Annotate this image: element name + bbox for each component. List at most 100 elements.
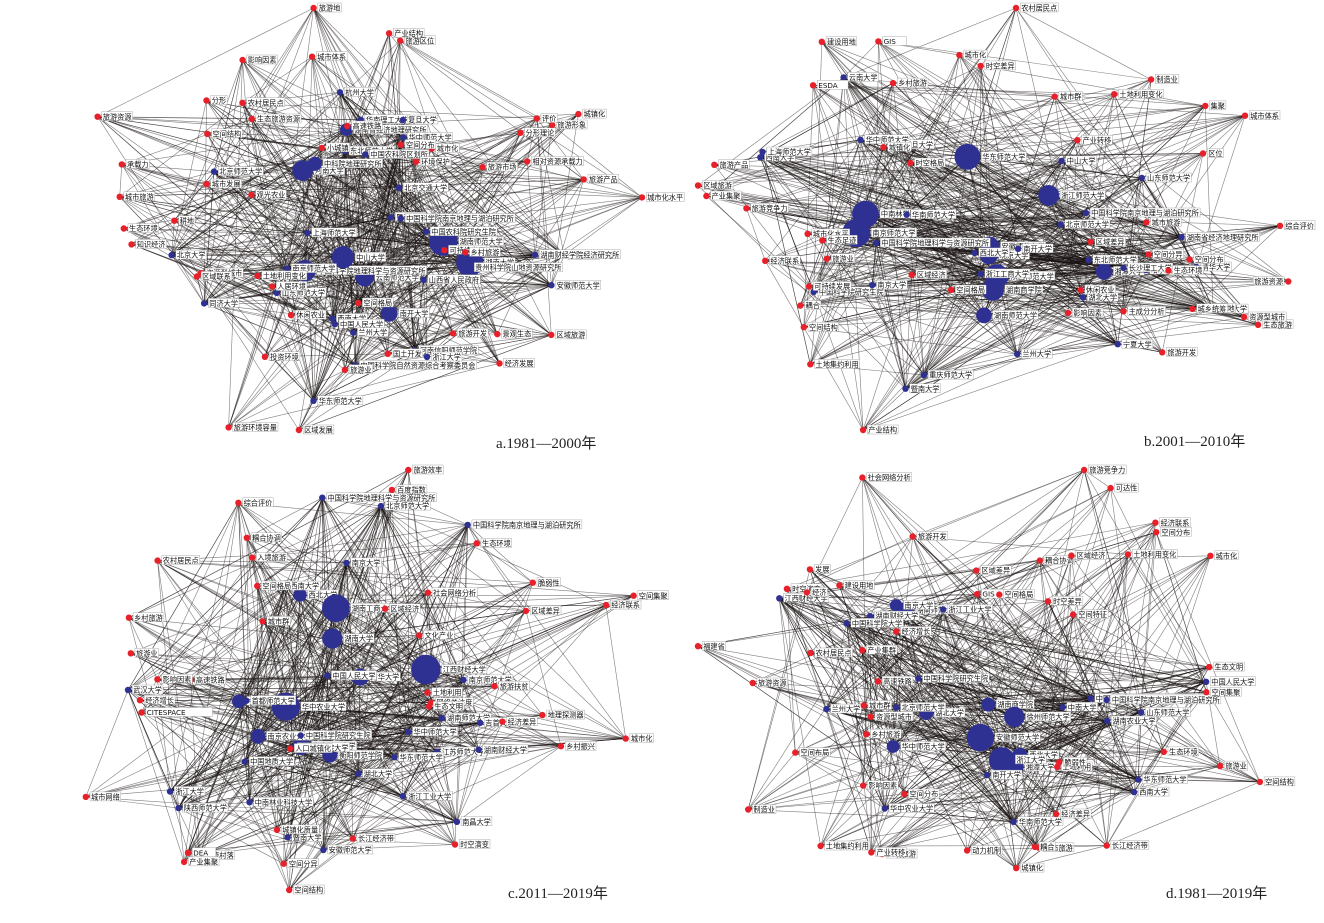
svg-text:空间分布: 空间分布 — [1161, 528, 1190, 537]
svg-text:浙江大学: 浙江大学 — [175, 787, 204, 796]
network-edge — [256, 585, 395, 758]
institution-node — [336, 89, 344, 96]
network-edge — [862, 311, 1124, 431]
institution-node — [1202, 678, 1210, 685]
institution-node — [920, 371, 928, 379]
svg-text:南华大学: 南华大学 — [371, 673, 400, 682]
network-edge — [747, 592, 808, 810]
keyword-node — [1199, 150, 1207, 157]
institution-label: 南京大学 — [350, 557, 382, 568]
svg-text:长江经济带: 长江经济带 — [1112, 841, 1148, 850]
svg-text:时空演变: 时空演变 — [460, 840, 489, 849]
keyword-node — [956, 51, 963, 59]
network-edge — [706, 195, 810, 287]
network-edge — [865, 7, 1017, 215]
svg-text:旅游业: 旅游业 — [350, 365, 372, 374]
network-edge — [747, 569, 811, 810]
svg-text:区域旅游: 区域旅游 — [557, 331, 586, 340]
network-edge — [425, 118, 538, 232]
svg-text:旅游环境容量: 旅游环境容量 — [234, 423, 277, 432]
network-edge — [157, 560, 533, 583]
keyword-label: 时空差异 — [984, 60, 1016, 71]
network-edge — [762, 82, 894, 153]
keyword-label: 城市旅游 — [123, 191, 155, 201]
network-edge — [803, 232, 857, 328]
svg-text:湖南师范大学: 湖南师范大学 — [994, 311, 1037, 320]
keyword-node — [1186, 256, 1193, 263]
keyword-node — [1256, 778, 1264, 786]
network-edge — [206, 150, 345, 185]
institution-node — [983, 771, 991, 779]
panel-caption-c: c.2011—2019年 — [508, 886, 608, 902]
network-edge — [795, 605, 897, 753]
network-edge — [196, 276, 356, 366]
svg-text:中国科学院研究生院: 中国科学院研究生院 — [924, 674, 989, 683]
network-edge — [256, 585, 287, 707]
keyword-label: 高速铁路 — [194, 674, 226, 685]
keyword-label: 社会网络分析 — [431, 587, 478, 597]
keyword-node — [154, 557, 161, 564]
svg-text:浙江师范大学: 浙江师范大学 — [1061, 191, 1104, 200]
svg-text:中南林业科技大学: 中南林业科技大学 — [255, 798, 313, 807]
network-edge — [1083, 469, 1207, 682]
svg-text:产业转移: 产业转移 — [877, 848, 906, 857]
institution-label: 湖南财经大学 — [482, 744, 529, 754]
network-edge — [238, 524, 468, 702]
network-edge — [869, 536, 913, 617]
institution-label: 华东师范大学 — [398, 752, 445, 762]
svg-text:湖南商学院: 湖南商学院 — [997, 700, 1033, 709]
institution-label: 中国科学院地理科学与资源研究所 — [880, 237, 991, 248]
keyword-label: 土地利用变化 — [1132, 549, 1178, 559]
keyword-node — [496, 360, 503, 367]
network-edge — [1155, 532, 1207, 693]
network-edge — [128, 617, 458, 823]
keyword-label: 休闲农业 — [1084, 284, 1116, 295]
keyword-node — [94, 113, 101, 120]
svg-text:空间布局: 空间布局 — [801, 748, 830, 757]
svg-text:经济差异: 经济差异 — [1061, 810, 1090, 819]
keyword-node — [120, 225, 128, 232]
svg-text:中国科学院地理科学与资源研究所: 中国科学院地理科学与资源研究所 — [881, 239, 989, 248]
network-edge — [329, 506, 382, 756]
network-edge — [764, 139, 861, 261]
network-edge — [127, 469, 409, 691]
institution-label: 北京师范大学 — [900, 702, 946, 712]
network-edge — [304, 119, 361, 271]
network-edge — [810, 652, 1108, 722]
keyword-node — [280, 860, 287, 867]
svg-text:城市化水平: 城市化水平 — [647, 193, 683, 202]
network-edge — [765, 260, 993, 290]
institution-node — [902, 385, 909, 392]
svg-text:中国科学院地理科学与资源研究所: 中国科学院地理科学与资源研究所 — [328, 493, 436, 502]
institution-label: 浙江大学 — [431, 351, 463, 362]
svg-text:旅游扶贫: 旅游扶贫 — [500, 682, 529, 691]
network-edge — [926, 712, 1164, 753]
network-edge — [342, 257, 552, 286]
svg-text:空间结构: 空间结构 — [294, 886, 323, 895]
svg-text:生态旅游: 生态旅游 — [1044, 843, 1073, 852]
keyword-node — [1145, 251, 1152, 258]
keyword-node — [1056, 759, 1063, 766]
network-edge — [967, 156, 1061, 225]
network-edge — [1072, 614, 1107, 846]
svg-text:北京师范大学: 北京师范大学 — [1066, 220, 1109, 229]
network-edge — [387, 252, 466, 354]
institution-node — [869, 281, 876, 289]
svg-text:空间特征: 空间特征 — [1078, 610, 1107, 619]
network-edge — [1148, 115, 1246, 255]
network-edge — [169, 736, 259, 792]
network-edge — [926, 681, 1207, 714]
keyword-label: 产业集聚 — [188, 856, 220, 867]
svg-text:城市化: 城市化 — [437, 144, 459, 153]
svg-text:CITESPACE: CITESPACE — [147, 708, 186, 717]
network-edge — [898, 65, 981, 145]
network-edge — [1077, 140, 1209, 309]
network-edge — [1137, 692, 1207, 780]
keyword-label: 区域差异 — [530, 605, 562, 616]
network-edge — [959, 54, 1062, 162]
keyword-node — [1143, 219, 1150, 226]
svg-text:山东师范大学: 山东师范大学 — [1147, 174, 1190, 183]
keyword-label: 区域旅游 — [555, 329, 587, 340]
svg-text:农村居民点: 农村居民点 — [248, 98, 284, 107]
network-edge — [169, 469, 409, 792]
